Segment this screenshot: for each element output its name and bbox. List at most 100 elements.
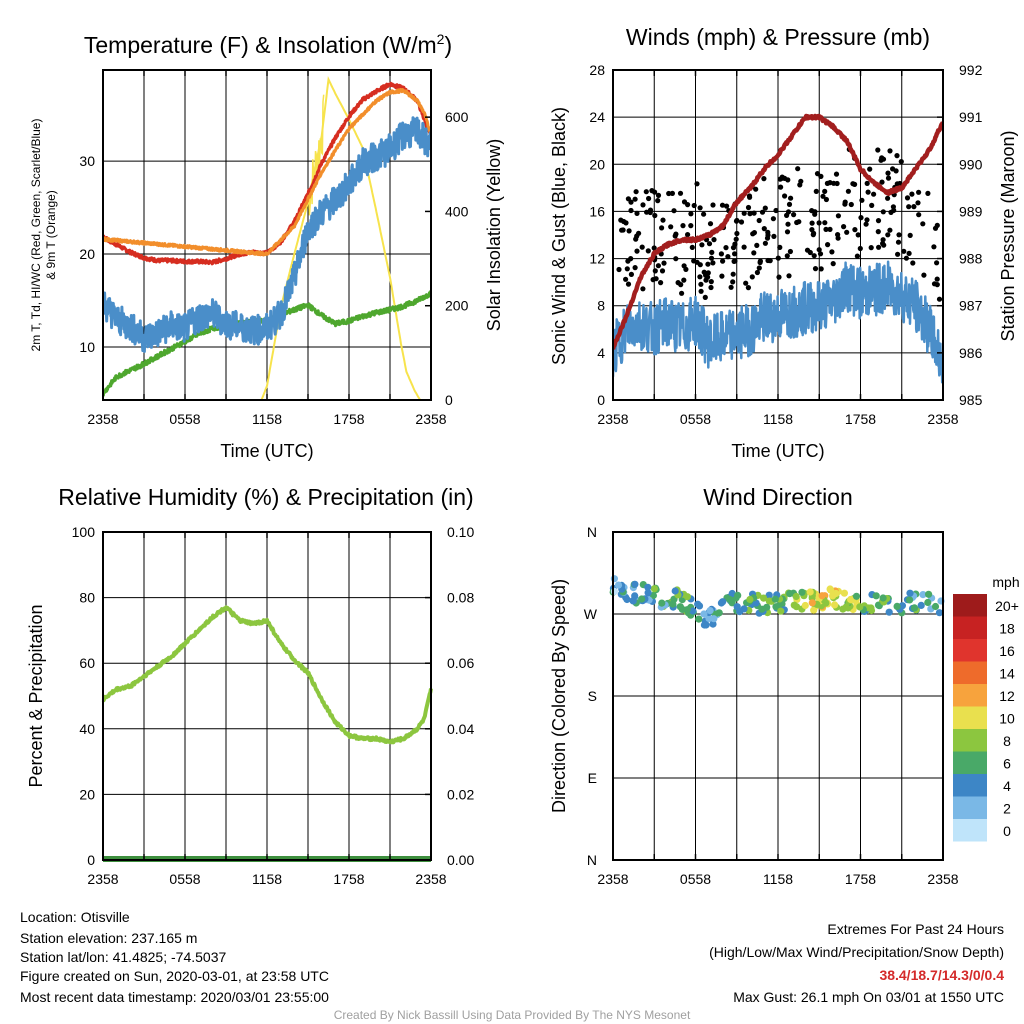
legend-swatch [953,729,987,752]
gust-point [898,159,904,165]
gust-point [910,260,916,266]
gust-point [688,223,694,229]
direction-point [734,591,742,600]
gust-point [725,254,731,260]
gust-point [628,271,635,277]
x-tick-label: 0558 [169,871,200,887]
gust-point [857,245,863,252]
gust-point [625,196,632,202]
gust-point [652,268,658,274]
gust-point [858,215,864,221]
x-tick-label: 1158 [763,871,793,887]
gust-point [709,249,715,255]
footer-latlon: Station lat/lon: 41.4825; -74.5037 [20,949,227,965]
direction-point [709,620,717,628]
y-tick-label: 12 [589,251,605,267]
gust-point [639,244,645,250]
x-tick-label: 1758 [333,411,364,427]
gust-point [697,205,703,211]
gust-point [701,269,707,275]
gust-point [658,280,664,286]
gust-point [788,195,794,201]
gust-point [746,193,753,199]
gust-point [887,227,893,233]
gust-point [669,190,676,196]
x-tick-label: 1158 [763,411,793,427]
gust-point [679,290,685,296]
gust-point [880,237,886,243]
gust-point [875,229,881,235]
gust-point [871,191,877,197]
gust-point [708,284,714,291]
y-tick-label: 20 [79,246,95,262]
legend-label: 10 [999,711,1015,727]
gust-point [703,277,709,283]
winds-panel: Winds (mph) & Pressure (mb) 0 4 8 12 16 20 24 2… [549,24,1018,461]
gust-point [925,190,931,196]
y2-tick-label: 990 [959,156,983,172]
y-tick-label: W [584,606,598,622]
direction-point [631,580,639,588]
gust-point [645,248,651,254]
gust-point [797,182,803,188]
direction-point [695,615,703,623]
legend-label: 6 [1003,756,1011,772]
gust-point [691,202,697,209]
gust-point [897,180,903,187]
y-tick-label: 4 [597,345,605,361]
gust-point [710,202,716,208]
y2-tick-label: 987 [959,298,983,314]
y-tick-label: 20 [79,786,95,802]
gust-point [775,255,781,261]
gust-point [895,251,901,257]
temperature-y-label-line2: & 9m T (Orange) [44,190,58,280]
direction-point [840,589,849,597]
gust-point [907,232,913,238]
gust-point [931,281,938,287]
direction-point [931,602,940,611]
direction-point [906,589,914,597]
legend-label: 14 [999,666,1015,682]
gust-point [681,263,687,269]
y2-tick-label: 600 [445,109,469,125]
gust-point [903,255,910,261]
y-tick-label: N [587,852,597,868]
gust-point [822,188,828,194]
gust-point [879,179,885,185]
y2-tick-label: 986 [959,345,983,361]
direction-point [786,590,794,598]
gust-point [911,204,917,210]
gust-point [827,226,833,232]
y2-tick-label: 0.08 [447,590,474,606]
temperature-9m-line [103,88,431,257]
gust-point [848,201,854,208]
y2-tick-label: 0.02 [447,786,474,802]
legend-swatch [953,639,987,662]
max-gust: Max Gust: 26.1 mph On 03/01 at 1550 UTC [733,989,1004,1005]
direction-grid [613,532,943,860]
gust-point [812,209,818,215]
gust-point [770,216,777,222]
direction-point [826,585,834,593]
direction-point [719,598,727,606]
x-tick-label: 2358 [87,411,118,427]
legend-swatch [953,616,987,639]
gust-point [666,190,672,197]
direction-point [925,590,933,598]
direction-point [710,615,718,623]
direction-point [790,601,798,609]
gust-point [761,226,767,232]
gust-point [901,248,907,254]
gust-point [842,201,848,207]
gust-point [707,221,714,227]
gust-point [909,191,915,197]
x-tick-label: 1158 [252,411,282,427]
direction-point [629,597,637,605]
direction-point [777,607,785,615]
gust-point [855,232,861,238]
gust-point [738,219,745,225]
gust-point [830,261,836,267]
gust-point [733,236,739,242]
gust-point [689,244,695,250]
footer-location: Location: Otisville [20,909,130,925]
